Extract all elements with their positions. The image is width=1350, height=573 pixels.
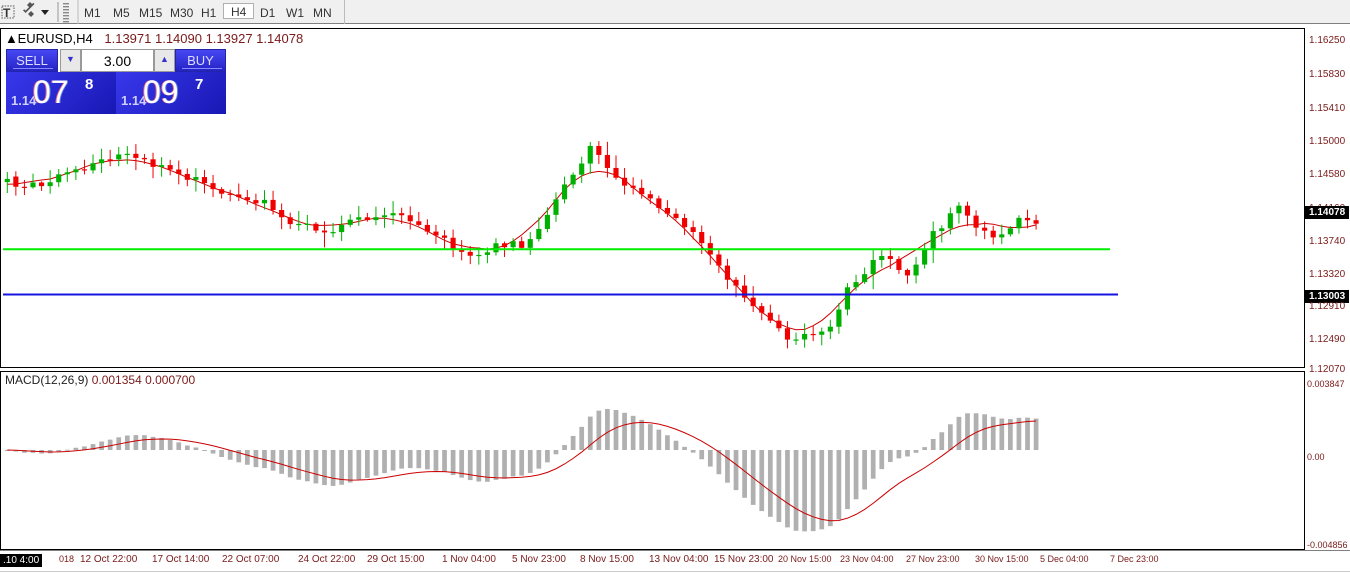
- svg-text:T: T: [3, 6, 11, 20]
